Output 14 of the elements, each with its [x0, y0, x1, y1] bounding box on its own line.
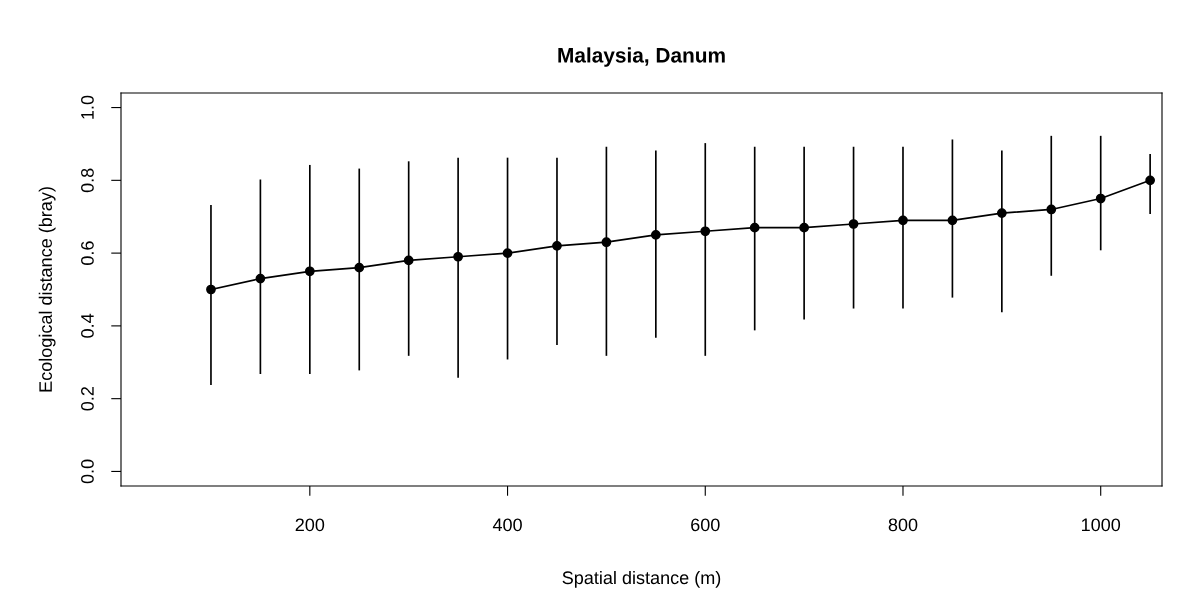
x-tick-label: 800 [888, 518, 918, 532]
y-tick-label: 0.4 [81, 313, 94, 338]
y-tick-label: 0.6 [81, 241, 94, 265]
x-axis-title: Spatial distance (m) [562, 570, 721, 588]
x-tick-label: 200 [295, 518, 325, 532]
y-tick-label: 0.8 [81, 168, 94, 193]
x-tick-label: 1000 [1082, 518, 1121, 532]
x-tick-label: 600 [691, 518, 720, 532]
chart-title: Malaysia, Danum [558, 47, 725, 67]
x-tick-label: 400 [492, 518, 522, 532]
y-tick-label: 1.0 [81, 95, 94, 119]
y-axis-title: Ecological distance (bray) [38, 187, 56, 392]
y-tick-label: 0.2 [81, 387, 94, 411]
y-tick-label: 0.0 [81, 459, 94, 484]
